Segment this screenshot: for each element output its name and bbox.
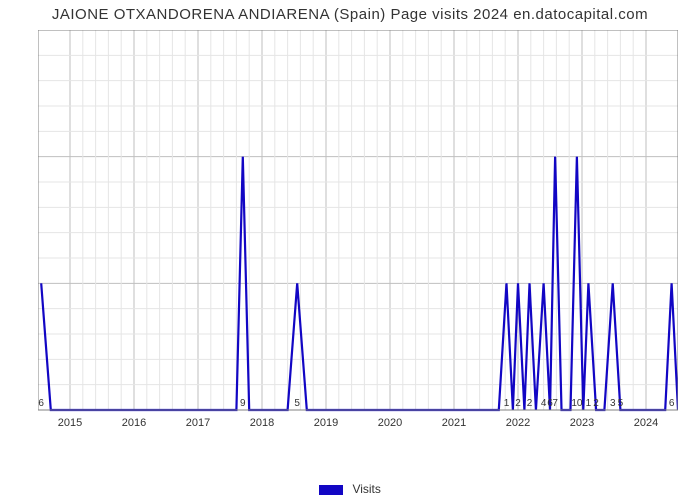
svg-text:1: 1 [586, 398, 592, 409]
svg-text:2: 2 [593, 398, 599, 409]
svg-text:2020: 2020 [378, 417, 402, 429]
chart-legend: Visits [0, 482, 700, 496]
svg-text:2015: 2015 [58, 417, 82, 429]
svg-text:9: 9 [240, 398, 246, 409]
svg-text:2017: 2017 [186, 417, 210, 429]
legend-label: Visits [352, 482, 380, 496]
svg-text:10: 10 [571, 398, 583, 409]
svg-text:2: 2 [515, 398, 521, 409]
svg-text:2: 2 [527, 398, 533, 409]
svg-text:1: 1 [504, 398, 510, 409]
svg-text:2019: 2019 [314, 417, 338, 429]
svg-text:7: 7 [552, 398, 558, 409]
legend-swatch [319, 485, 343, 495]
svg-text:6: 6 [669, 398, 675, 409]
svg-text:2022: 2022 [506, 417, 530, 429]
svg-text:4: 4 [541, 398, 547, 409]
chart-title: JAIONE OTXANDORENA ANDIARENA (Spain) Pag… [0, 0, 700, 23]
svg-text:6: 6 [38, 398, 44, 409]
svg-text:2016: 2016 [122, 417, 146, 429]
svg-text:5: 5 [294, 398, 300, 409]
svg-text:2024: 2024 [634, 417, 658, 429]
svg-text:2021: 2021 [442, 417, 466, 429]
visits-line-chart: 0123 20152016201720182019202020212022202… [38, 30, 678, 450]
svg-text:3: 3 [610, 398, 616, 409]
svg-text:2023: 2023 [570, 417, 594, 429]
svg-text:2018: 2018 [250, 417, 274, 429]
svg-text:5: 5 [618, 398, 624, 409]
